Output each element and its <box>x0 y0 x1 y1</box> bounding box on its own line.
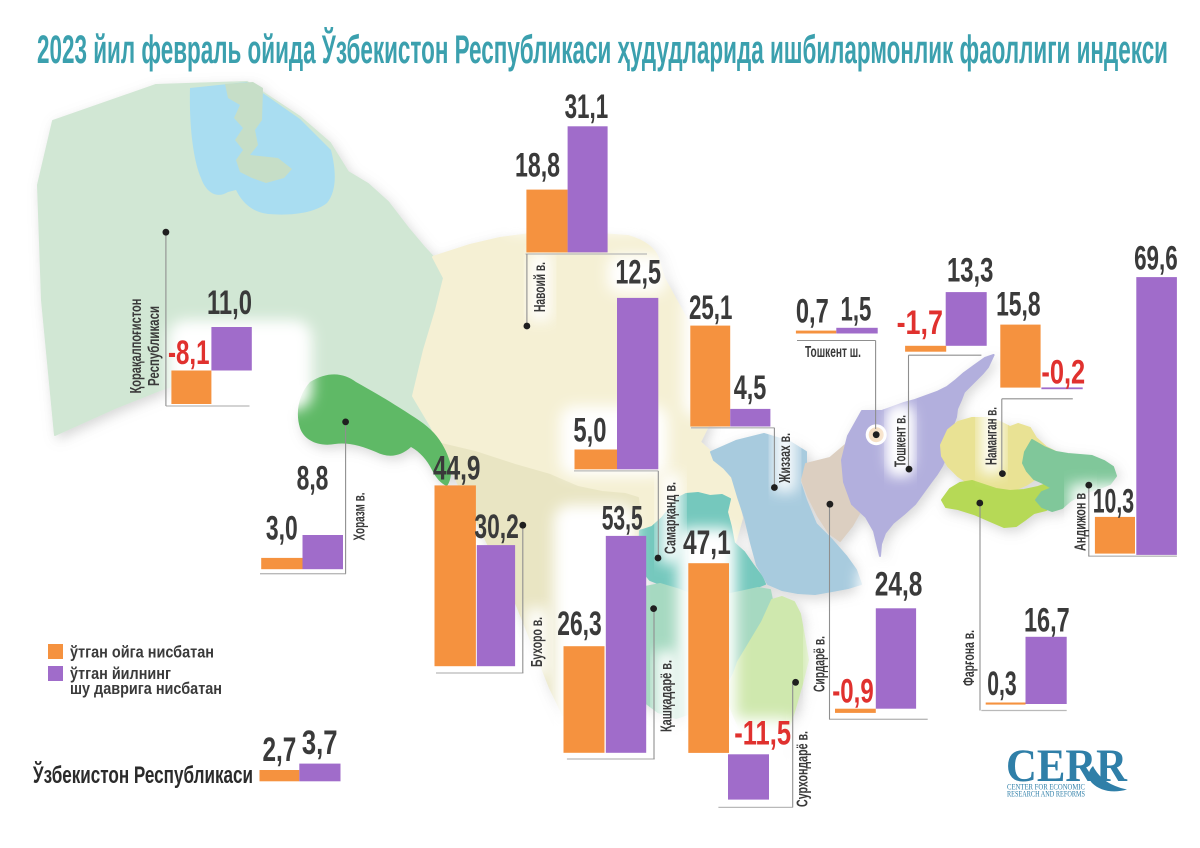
svg-text:Ўзбекистон Республикаси: Ўзбекистон Республикаси <box>32 761 253 789</box>
svg-text:Хоразм в.: Хоразм в. <box>352 493 369 541</box>
svg-text:0,7: 0,7 <box>796 293 829 331</box>
svg-text:Сирдарё в.: Сирдарё в. <box>812 636 829 692</box>
svg-text:Андижон в: Андижон в <box>1073 493 1090 551</box>
svg-text:RESEARCH AND REFORMS: RESEARCH AND REFORMS <box>1007 790 1085 799</box>
svg-text:-0,2: -0,2 <box>1041 354 1085 392</box>
svg-text:-0,9: -0,9 <box>832 673 873 711</box>
svg-text:CENTER FOR ECONOMIC: CENTER FOR ECONOMIC <box>1007 783 1085 792</box>
svg-text:Тошкент в.: Тошкент в. <box>893 415 910 467</box>
svg-text:-1,7: -1,7 <box>897 304 943 342</box>
svg-text:11,0: 11,0 <box>207 284 252 322</box>
svg-text:69,6: 69,6 <box>1134 240 1178 278</box>
svg-text:3,0: 3,0 <box>266 510 298 548</box>
svg-text:3,7: 3,7 <box>302 724 338 762</box>
svg-text:Навоий в.: Навоий в. <box>532 262 549 312</box>
svg-text:-8,1: -8,1 <box>168 334 210 372</box>
svg-text:1,5: 1,5 <box>841 291 872 329</box>
svg-text:30,2: 30,2 <box>474 508 518 546</box>
svg-text:44,9: 44,9 <box>433 450 481 488</box>
svg-text:13,3: 13,3 <box>947 252 993 290</box>
svg-text:Республикаси: Республикаси <box>146 306 163 386</box>
svg-text:18,8: 18,8 <box>515 147 560 185</box>
svg-text:53,5: 53,5 <box>602 500 643 538</box>
svg-text:ўтган ойга нисбатан: ўтган ойга нисбатан <box>70 643 214 662</box>
svg-text:25,1: 25,1 <box>689 289 732 327</box>
svg-text:Жиззах в.: Жиззах в. <box>777 433 794 484</box>
svg-text:Наманган в.: Наманган в. <box>984 407 1001 465</box>
svg-text:-11,5: -11,5 <box>734 715 791 753</box>
svg-text:16,7: 16,7 <box>1024 602 1070 640</box>
svg-text:Қорақалпоғистон: Қорақалпоғистон <box>128 299 145 394</box>
svg-text:Тошкент ш.: Тошкент ш. <box>805 344 861 361</box>
svg-text:24,8: 24,8 <box>875 566 923 604</box>
svg-text:Самарқанд в.: Самарқанд в. <box>663 482 680 554</box>
svg-text:2023 йил февраль ойида Ўзбекис: 2023 йил февраль ойида Ўзбекистон Респуб… <box>37 25 1168 72</box>
svg-text:шу даврига нисбатан: шу даврига нисбатан <box>70 679 222 698</box>
svg-text:2,7: 2,7 <box>263 731 297 769</box>
svg-text:8,8: 8,8 <box>297 460 329 498</box>
svg-text:26,3: 26,3 <box>557 605 601 643</box>
svg-text:Сурхондарё в.: Сурхондарё в. <box>795 731 812 807</box>
svg-text:10,3: 10,3 <box>1093 483 1134 521</box>
svg-text:15,8: 15,8 <box>996 286 1041 324</box>
svg-text:5,0: 5,0 <box>573 412 606 450</box>
svg-text:Фарғона в.: Фарғона в. <box>961 630 978 686</box>
svg-text:Бухоро в.: Бухоро в. <box>529 617 546 667</box>
svg-text:47,1: 47,1 <box>683 524 731 562</box>
svg-text:12,5: 12,5 <box>615 254 661 292</box>
svg-text:Қашқадарё в.: Қашқадарё в. <box>658 660 675 732</box>
svg-text:0,3: 0,3 <box>987 665 1016 703</box>
svg-text:4,5: 4,5 <box>734 369 767 407</box>
svg-text:31,1: 31,1 <box>565 88 609 126</box>
svg-text:ўтган йилнинг: ўтган йилнинг <box>70 664 171 683</box>
